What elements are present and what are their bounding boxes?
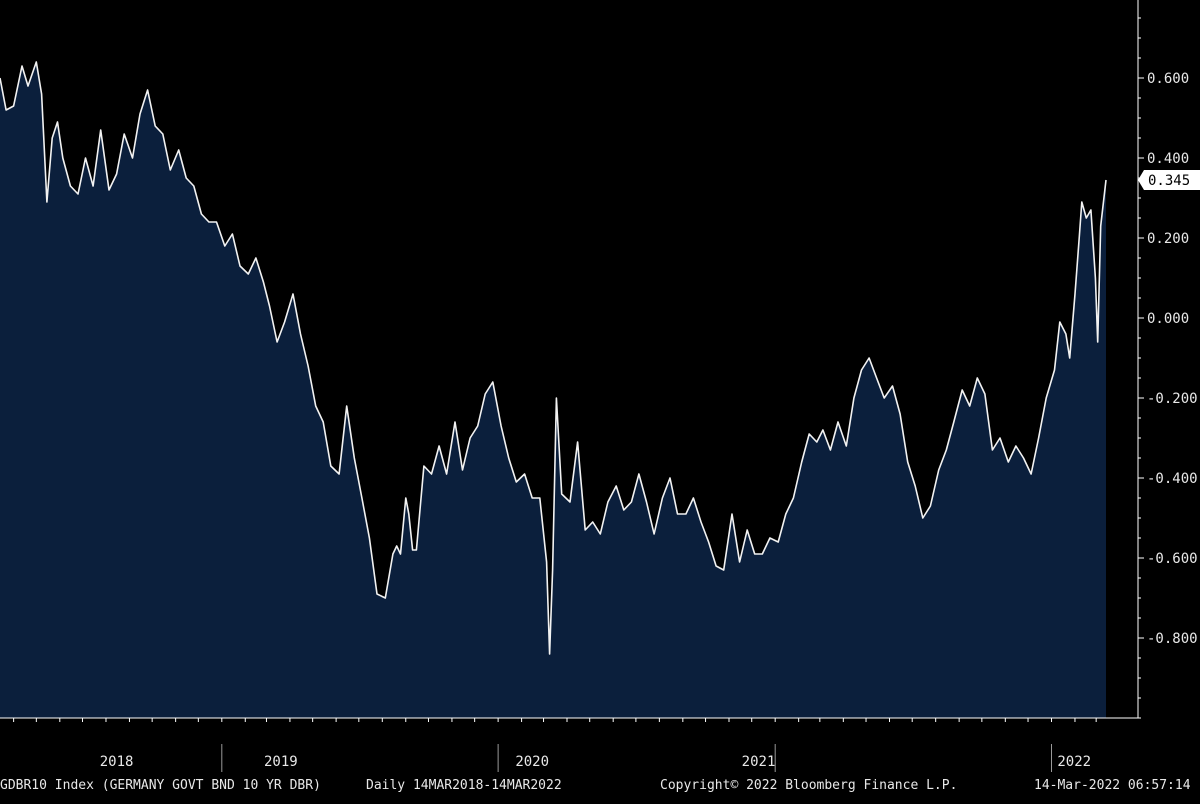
x-tick-label: 2018 — [100, 754, 134, 770]
series-area — [0, 62, 1106, 718]
x-tick-label: 2020 — [515, 754, 549, 770]
y-tick-label: 0.400 — [1147, 151, 1189, 167]
series-line — [0, 61, 1107, 655]
y-tick-label: -0.400 — [1147, 471, 1198, 487]
y-tick-label: -0.800 — [1147, 631, 1198, 647]
y-tick-label: -0.600 — [1147, 551, 1198, 567]
x-tick-label: 2022 — [1057, 754, 1091, 770]
last-value-tag — [1138, 170, 1200, 190]
last-value-label: 0.345 — [1148, 173, 1190, 189]
y-tick-label: -0.200 — [1147, 391, 1198, 407]
y-tick-label: 0.600 — [1147, 71, 1189, 87]
y-tick-label: 0.000 — [1147, 311, 1189, 327]
footer-timestamp: 14-Mar-2022 06:57:14 — [1034, 778, 1191, 793]
footer-copyright: Copyright© 2022 Bloomberg Finance L.P. — [660, 778, 958, 793]
footer-range: Daily 14MAR2018-14MAR2022 — [366, 778, 562, 793]
x-tick-label: 2019 — [264, 754, 298, 770]
chart-footer: GDBR10 Index (GERMANY GOVT BND 10 YR DBR… — [0, 776, 1200, 798]
footer-security: GDBR10 Index (GERMANY GOVT BND 10 YR DBR… — [0, 778, 321, 793]
x-tick-label: 2021 — [742, 754, 776, 770]
y-tick-label: 0.200 — [1147, 231, 1189, 247]
